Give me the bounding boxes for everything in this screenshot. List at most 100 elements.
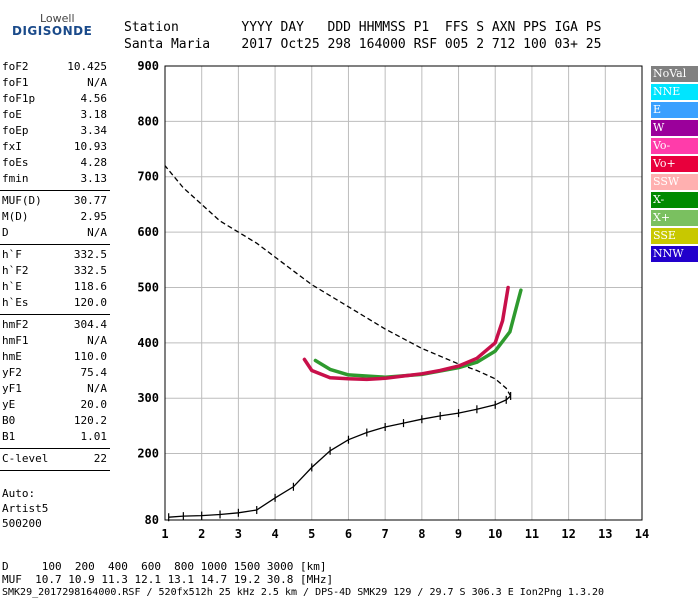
param-row: hmE 110.0 [2,350,107,366]
param-row: h`F 332.5 [2,248,107,264]
param-key: D [2,226,9,239]
param-row: foF1 N/A [2,76,107,92]
auto-code: 500200 [2,517,42,530]
x-tick-label: 4 [271,527,278,541]
param-value: 4.56 [80,92,108,105]
param-value: 2.95 [80,210,108,223]
param-key: B0 [2,414,16,427]
param-value: 30.77 [73,194,107,207]
x-tick-label: 10 [488,527,502,541]
param-value: 1.01 [80,430,108,443]
param-separator [0,448,110,449]
param-row: M(D) 2.95 [2,210,107,226]
footer-file-info: SMK29_2017298164000.RSF / 520fx512h 25 k… [2,587,605,598]
param-row: fxI 10.93 [2,140,107,156]
y-tick-label: 200 [137,447,159,461]
param-row: hmF2 304.4 [2,318,107,334]
x-tick-label: 8 [418,527,425,541]
x-tick-label: 6 [345,527,352,541]
footer-muf: MUF 10.7 10.9 11.3 12.1 13.1 14.7 19.2 3… [2,573,334,586]
legend-item: E [651,102,698,118]
header-row-labels: Station YYYY DAY DDD HHMMSS P1 FFS S AXN… [124,20,602,35]
param-row: D N/A [2,226,107,242]
param-separator [0,244,110,245]
param-value: N/A [87,76,107,89]
param-key: C-level [2,452,49,465]
y-tick-label: 800 [137,114,159,128]
param-value: 75.4 [80,366,108,379]
param-row: yE 20.0 [2,398,107,414]
y-tick-label: 400 [137,336,159,350]
param-row: h`E 118.6 [2,280,107,296]
legend-item: Vo+ [651,156,698,172]
param-row: fmin 3.13 [2,172,107,188]
param-row: foEp 3.34 [2,124,107,140]
o-trace [302,285,510,382]
param-row: B0 120.2 [2,414,107,430]
x-tick-label: 9 [455,527,462,541]
x-tick-label: 2 [198,527,205,541]
legend-item: W [651,120,698,136]
param-value: 10.93 [73,140,107,153]
x-tick-label: 12 [561,527,575,541]
param-value: 10.425 [67,60,107,73]
param-value: 332.5 [73,248,107,261]
param-row: hmF1 N/A [2,334,107,350]
param-separator [0,314,110,315]
param-key: h`E [2,280,22,293]
x-tick-label: 7 [382,527,389,541]
x-tick-label: 13 [598,527,612,541]
param-value: 3.13 [80,172,108,185]
param-value: 120.2 [73,414,107,427]
param-key: fmin [2,172,29,185]
param-row: foE 3.18 [2,108,107,124]
param-row: foF1p 4.56 [2,92,107,108]
logo-digisonde: DIGISONDE [12,24,93,38]
legend-item: X+ [651,210,698,226]
param-key: hmF1 [2,334,29,347]
param-key: hmE [2,350,22,363]
param-value: N/A [87,382,107,395]
param-value: N/A [87,334,107,347]
param-value: 304.4 [73,318,107,331]
param-key: h`Es [2,296,29,309]
param-value: 20.0 [80,398,108,411]
legend-item: X- [651,192,698,208]
param-key: MUF(D) [2,194,42,207]
y-tick-label: 500 [137,280,159,294]
param-row: yF1 N/A [2,382,107,398]
param-separator [0,470,110,471]
profile-curve [164,165,512,397]
legend-item: NNW [651,246,698,262]
param-row: h`F2 332.5 [2,264,107,280]
x-tick-label: 11 [525,527,539,541]
param-key: foEs [2,156,29,169]
param-separator [0,190,110,191]
param-row: B1 1.01 [2,430,107,446]
x-tick-label: 1 [161,527,168,541]
param-value: 3.34 [80,124,108,137]
y-tick-label: 900 [137,59,159,73]
param-row: yF2 75.4 [2,366,107,382]
legend-item: SSW [651,174,698,190]
x-tick-label: 5 [308,527,315,541]
param-row: foF2 10.425 [2,60,107,76]
param-value: 118.6 [73,280,107,293]
param-key: h`F2 [2,264,29,277]
param-key: yF1 [2,382,22,395]
param-row: C-level 22 [2,452,107,468]
legend-item: NNE [651,84,698,100]
param-value: 22 [93,452,107,465]
param-value: 120.0 [73,296,107,309]
param-row: MUF(D) 30.77 [2,194,107,210]
param-key: B1 [2,430,16,443]
param-key: foEp [2,124,29,137]
param-key: foF2 [2,60,29,73]
auto-label: Auto: [2,487,36,500]
legend-item: Vo- [651,138,698,154]
auto-artist: Artist5 [2,502,49,515]
y-tick-label: 80 [145,513,159,527]
auto-info: Auto: Artist5 500200 [2,486,48,531]
param-value: 3.18 [80,108,108,121]
